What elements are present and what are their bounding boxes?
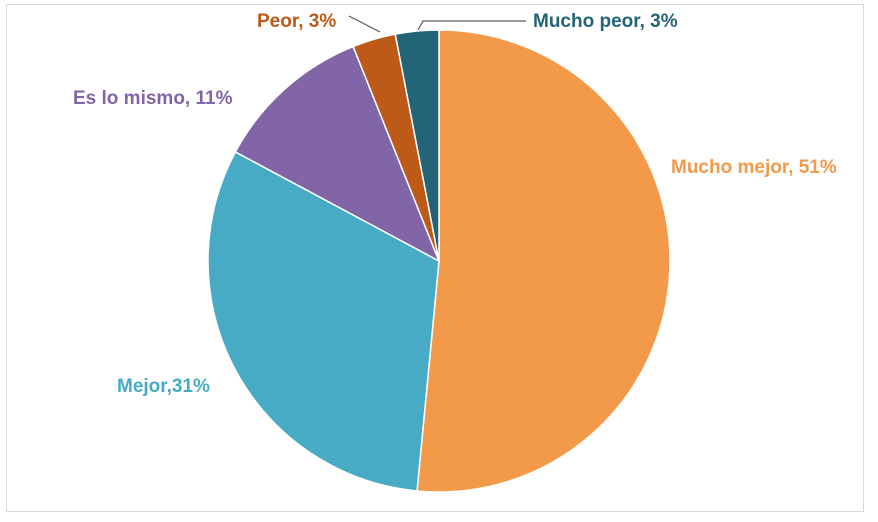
slice-label-mucho-mejor: Mucho mejor, 51% [671,157,837,178]
slice-label-mejor: Mejor,31% [117,376,210,397]
pie-slice-mejor [207,150,440,492]
slice-label-mucho-peor: Mucho peor, 3% [533,11,678,32]
pie-slice-es-lo-mismo [234,45,441,263]
leader-line-peor [348,15,381,33]
slice-label-peor: Peor, 3% [257,11,336,32]
leader-line-mucho-peor [417,20,526,31]
slice-label-es-lo-mismo: Es lo mismo, 11% [73,88,233,109]
pie-slice-mucho-peor [394,29,440,262]
pie-slice-mucho-mejor [416,29,671,493]
